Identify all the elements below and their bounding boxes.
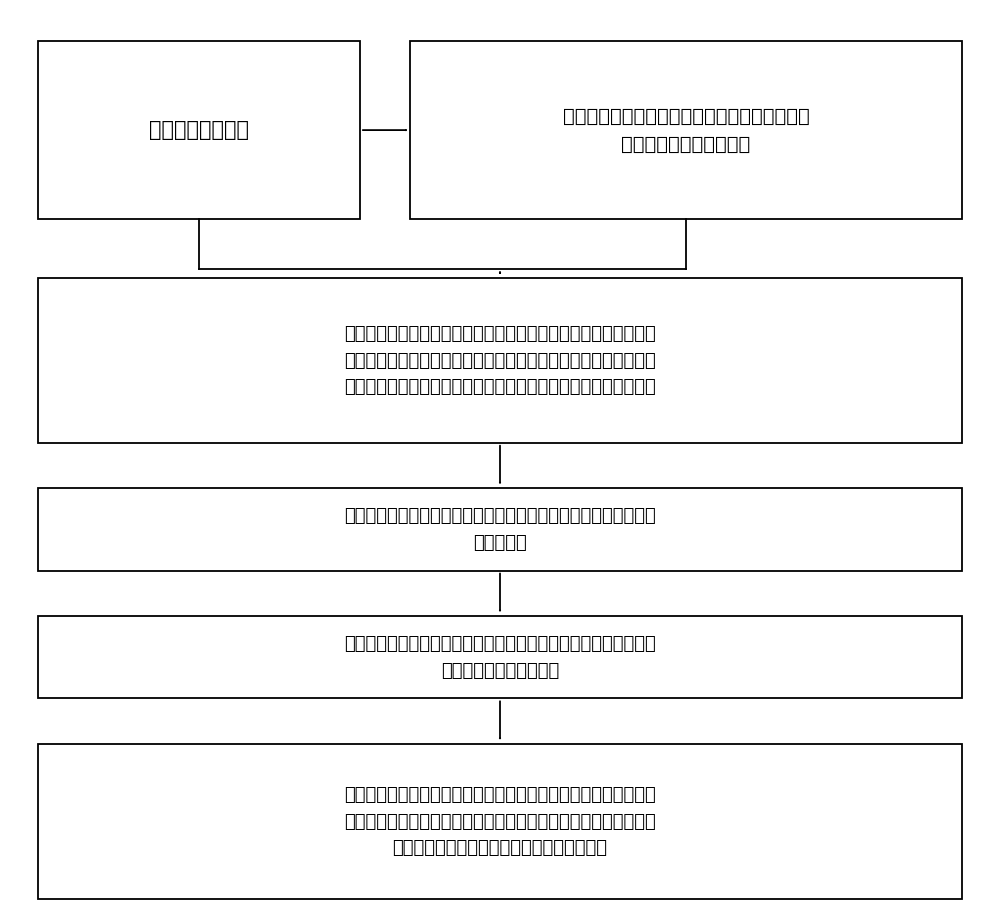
- Text: 根据电池宏观参数通过曲线拟合算法计算基于电
化学原理的电池微观参数: 根据电池宏观参数通过曲线拟合算法计算基于电 化学原理的电池微观参数: [563, 107, 809, 153]
- Bar: [38, 616, 962, 698]
- Bar: [38, 278, 962, 443]
- Bar: [410, 41, 962, 219]
- Text: 获取电池宏观参数: 获取电池宏观参数: [149, 121, 249, 140]
- Text: 对电池宏观参数与电池微观参数通过边缘计算进行数据预清洗，得
到预清洗后的数据并发送到云端大数据平台，对发送到云端大数据
平台的预清洗后的数据进行云端数据清洗，得: 对电池宏观参数与电池微观参数通过边缘计算进行数据预清洗，得 到预清洗后的数据并发…: [344, 325, 656, 396]
- Bar: [38, 488, 962, 571]
- Text: 将均为实值的数据流输入到训练过的机器学习模型中，利用机器学
习模型对发生离群的故障信息与故障集通过聚类方法比对，根据聚
类结果预测故障类型以实现对电池的状态估计: 将均为实值的数据流输入到训练过的机器学习模型中，利用机器学 习模型对发生离群的故…: [344, 786, 656, 857]
- Text: 通过离群点检测算法对均为实值的数据流进行检测计算，得到离群
数据的个数: 通过离群点检测算法对均为实值的数据流进行检测计算，得到离群 数据的个数: [344, 508, 656, 551]
- Bar: [38, 41, 360, 219]
- Bar: [38, 744, 962, 899]
- Text: 将离群数据的个数与报警等级的预设阈值进行对比，根据对比结果
确定是否报警和报警等级: 将离群数据的个数与报警等级的预设阈值进行对比，根据对比结果 确定是否报警和报警等…: [344, 635, 656, 679]
